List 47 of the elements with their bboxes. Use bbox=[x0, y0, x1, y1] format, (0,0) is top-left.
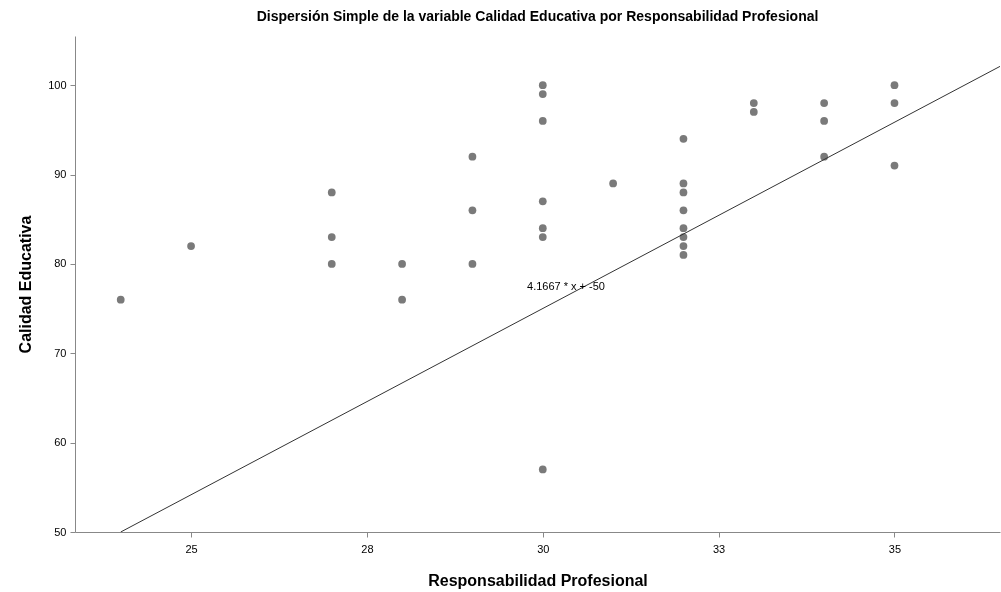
y-tick-label: 70 bbox=[54, 346, 67, 359]
point bbox=[327, 233, 336, 241]
point bbox=[890, 81, 899, 90]
point bbox=[327, 188, 336, 197]
y-tick-label: 60 bbox=[54, 436, 67, 449]
chart-title: Dispersión Simple de la variable Calidad Educativa por Responsabilidad Profesional bbox=[256, 8, 819, 24]
point bbox=[468, 152, 477, 161]
point bbox=[187, 242, 195, 250]
point bbox=[538, 117, 547, 125]
x-tick-label: 33 bbox=[713, 542, 726, 555]
point bbox=[679, 206, 688, 215]
point bbox=[749, 108, 758, 116]
point bbox=[116, 295, 125, 304]
y-tick-label: 50 bbox=[54, 525, 67, 538]
x-tick-label: 25 bbox=[185, 542, 198, 555]
point bbox=[820, 99, 829, 107]
point bbox=[890, 99, 899, 107]
point bbox=[538, 233, 547, 241]
point bbox=[538, 90, 547, 98]
point bbox=[468, 206, 477, 215]
point bbox=[538, 81, 547, 90]
point bbox=[890, 161, 899, 170]
point bbox=[327, 260, 336, 268]
point bbox=[538, 224, 547, 233]
point bbox=[679, 224, 688, 233]
point bbox=[609, 179, 617, 188]
point bbox=[398, 260, 406, 268]
x-tick-label: 35 bbox=[888, 542, 902, 555]
annotation: 4.1667 * x + -50 bbox=[527, 280, 605, 292]
y-axis-title: Calidad Educativa bbox=[17, 215, 35, 354]
y-tick-label: 80 bbox=[54, 257, 67, 270]
point bbox=[538, 197, 547, 206]
point bbox=[820, 117, 829, 125]
point bbox=[749, 99, 758, 107]
x-axis-title: Responsabilidad Profesional bbox=[428, 571, 648, 589]
point bbox=[679, 188, 688, 197]
point bbox=[398, 295, 406, 304]
x-tick-label: 28 bbox=[361, 542, 374, 555]
y-tick-label: 100 bbox=[48, 78, 67, 91]
point bbox=[468, 260, 477, 268]
point bbox=[679, 179, 688, 188]
y-tick-label: 90 bbox=[54, 168, 67, 181]
point bbox=[679, 251, 688, 259]
point bbox=[679, 242, 688, 250]
x-tick-label: 30 bbox=[537, 542, 550, 555]
point bbox=[679, 134, 688, 143]
point bbox=[538, 465, 547, 474]
